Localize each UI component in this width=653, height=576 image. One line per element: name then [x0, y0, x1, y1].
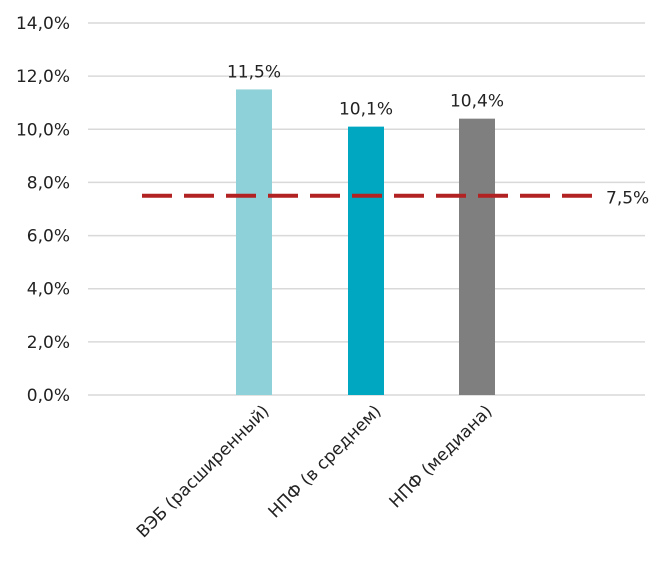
y-tick-label: 0,0%	[27, 386, 70, 406]
y-tick-label: 12,0%	[16, 67, 70, 87]
bar	[236, 89, 272, 395]
y-tick-label: 2,0%	[27, 333, 70, 353]
bars	[236, 89, 495, 396]
data-labels: 11,5% 10,1% 10,4%	[227, 62, 504, 119]
data-label: 11,5%	[227, 62, 281, 82]
y-axis-tick-labels: 0,0% 2,0% 4,0% 6,0% 8,0% 10,0% 12,0% 14,0%	[16, 14, 70, 406]
bar	[348, 126, 384, 395]
data-label: 10,4%	[450, 92, 504, 112]
y-tick-label: 8,0%	[27, 173, 70, 193]
bar	[459, 118, 495, 396]
y-tick-label: 14,0%	[16, 14, 70, 34]
category-label: ВЭБ (расширенный)	[133, 401, 274, 542]
y-tick-label: 4,0%	[27, 280, 70, 300]
y-tick-label: 6,0%	[27, 227, 70, 247]
reference-line: 7,5%	[142, 189, 649, 209]
y-tick-label: 10,0%	[16, 120, 70, 140]
category-labels: ВЭБ (расширенный)НПФ (в среднем) НПФ (мед…	[133, 401, 497, 542]
category-label: НПФ (медиана)	[386, 401, 497, 512]
category-label: НПФ (в среднем)	[265, 401, 386, 522]
reference-line-label: 7,5%	[606, 189, 649, 209]
data-label: 10,1%	[339, 100, 393, 120]
